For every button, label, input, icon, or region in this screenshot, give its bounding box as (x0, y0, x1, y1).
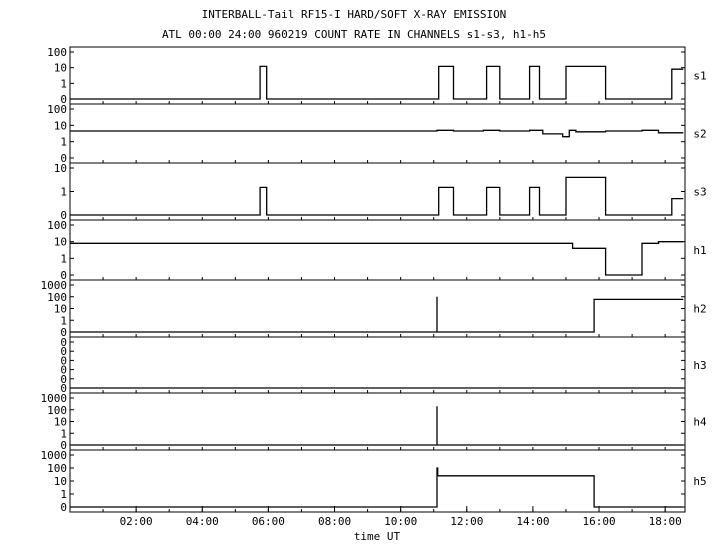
panel-channel-label: h1 (693, 244, 706, 257)
panel-frame (69, 103, 686, 164)
y-tick-label: 0 (60, 269, 67, 282)
panel-frame (69, 219, 686, 281)
x-tick-label: 04:00 (186, 515, 219, 528)
y-tick-label: 0 (60, 209, 67, 222)
y-tick-label: 10 (54, 416, 67, 429)
series-line-s3 (70, 176, 684, 216)
y-tick-label: 0 (60, 326, 67, 339)
panel-channel-label: s1 (693, 70, 706, 83)
panel-frame (69, 392, 686, 451)
y-tick-label: 1 (60, 488, 67, 501)
x-tick-label: 08:00 (318, 515, 351, 528)
y-tick-label: 10 (54, 236, 67, 249)
y-tick-label: 1000 (41, 449, 68, 462)
series-line-s1 (70, 65, 684, 100)
panel-channel-label: h2 (693, 303, 706, 316)
series-line-h1 (70, 241, 684, 276)
panel-channel-label: h5 (693, 475, 706, 488)
y-tick-label: 0 (60, 382, 67, 395)
y-tick-label: 0 (60, 354, 67, 367)
y-tick-label: 100 (47, 404, 67, 417)
x-tick-label: 14:00 (516, 515, 549, 528)
y-tick-label: 100 (47, 291, 67, 304)
panel-channel-label: s2 (693, 128, 706, 141)
y-tick-label: 1000 (41, 279, 68, 292)
x-axis-label: time UT (354, 530, 401, 543)
panel-frame (69, 162, 686, 221)
x-axis: 02:00 04:00 06:00 08:00 10:00 12:00 14:00 16:00… (120, 506, 682, 528)
x-tick-label: 18:00 (649, 515, 682, 528)
y-tick-label: 0 (60, 501, 67, 514)
series-line-s2 (70, 129, 684, 138)
y-tick-label: 0 (60, 439, 67, 452)
y-tick-label: 0 (60, 364, 67, 377)
x-tick-label: 16:00 (582, 515, 615, 528)
y-tick-label: 1 (60, 186, 67, 199)
y-tick-label: 100 (47, 46, 67, 59)
y-tick-label: 100 (47, 219, 67, 232)
panel-frame (69, 336, 686, 394)
panels-group: 1001010s11001010s21010s31001010h11000100… (41, 46, 707, 514)
x-tick-label: 02:00 (120, 515, 153, 528)
x-tick-label: 10:00 (384, 515, 417, 528)
y-tick-label: 10 (54, 62, 67, 75)
y-tick-label: 1 (60, 136, 67, 149)
y-tick-label: 10 (54, 303, 67, 316)
chart-title: INTERBALL-Tail RF15-I HARD/SOFT X-RAY EM… (202, 8, 507, 21)
y-tick-label: 0 (60, 93, 67, 106)
series-line-h5 (70, 467, 684, 508)
y-tick-label: 0 (60, 152, 67, 165)
y-tick-label: 100 (47, 103, 67, 116)
panel-channel-label: s3 (693, 186, 706, 199)
panel-channel-label: h4 (693, 416, 707, 429)
series-line-h2 (70, 296, 684, 333)
y-tick-label: 100 (47, 462, 67, 475)
panel-frame (69, 46, 686, 105)
y-tick-label: 0 (60, 345, 67, 358)
y-tick-label: 10 (54, 119, 67, 132)
x-tick-label: 06:00 (252, 515, 285, 528)
x-tick-label: 12:00 (450, 515, 483, 528)
panel-frame (69, 279, 686, 338)
y-tick-label: 10 (54, 475, 67, 488)
panel-frame (69, 449, 686, 513)
chart-subtitle: ATL 00:00 24:00 960219 COUNT RATE IN CHA… (162, 28, 546, 41)
y-tick-label: 1 (60, 314, 67, 327)
panel-channel-label: h3 (693, 359, 706, 372)
y-tick-label: 1000 (41, 392, 68, 405)
y-tick-label: 1 (60, 427, 67, 440)
y-tick-label: 1 (60, 77, 67, 90)
y-tick-label: 10 (54, 162, 67, 175)
y-tick-label: 0 (60, 336, 67, 349)
y-tick-label: 0 (60, 373, 67, 386)
series-line-h4 (70, 406, 684, 446)
y-tick-label: 1 (60, 252, 67, 265)
